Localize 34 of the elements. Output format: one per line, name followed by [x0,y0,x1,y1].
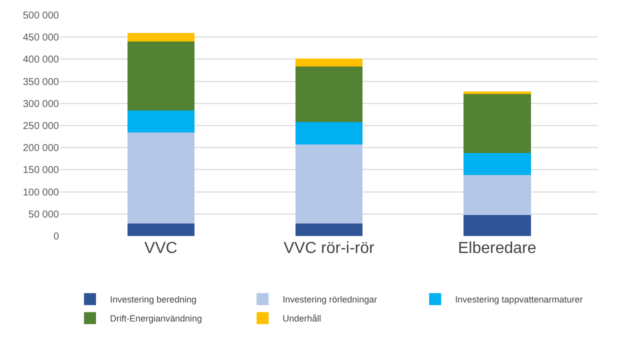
bar [127,224,194,236]
bar [295,66,363,122]
legend-label: Drift-Energianvändning [110,314,202,324]
x-tick-label: Elberedare [458,240,536,257]
legend-label: Investering beredning [110,294,197,305]
x-tick-label: VVC rör-i-rör [284,240,375,257]
bar [295,58,363,67]
y-tick-label: 300 000 [22,98,60,110]
bar [464,215,531,236]
bar [464,93,531,153]
bar [464,91,531,94]
bar [127,42,194,110]
x-tick-label: VVC [144,240,178,257]
y-tick-label: 100 000 [22,187,60,198]
y-tick-label: 400 000 [22,54,60,66]
y-tick-label: 350 000 [22,76,60,88]
y-tick-label: 250 000 [22,121,60,132]
bar [295,144,363,224]
bar [464,175,531,216]
legend-label: Investering tappvattenarmaturer [455,294,583,305]
bar [127,33,194,42]
y-tick-label: 200 000 [22,143,60,154]
y-tick-label: 0 [53,232,60,242]
legend-label: Investering rörledningar [282,294,378,305]
bar [295,224,363,236]
y-tick-label: 50 000 [28,209,60,220]
bar [127,132,194,224]
legend-label: Underhåll [282,314,322,324]
y-tick-label: 150 000 [22,165,60,176]
bar [295,122,363,145]
bar [464,152,531,175]
bar [127,110,194,133]
y-tick-label: 450 000 [22,32,60,44]
y-tick-label: 500 000 [22,10,60,22]
